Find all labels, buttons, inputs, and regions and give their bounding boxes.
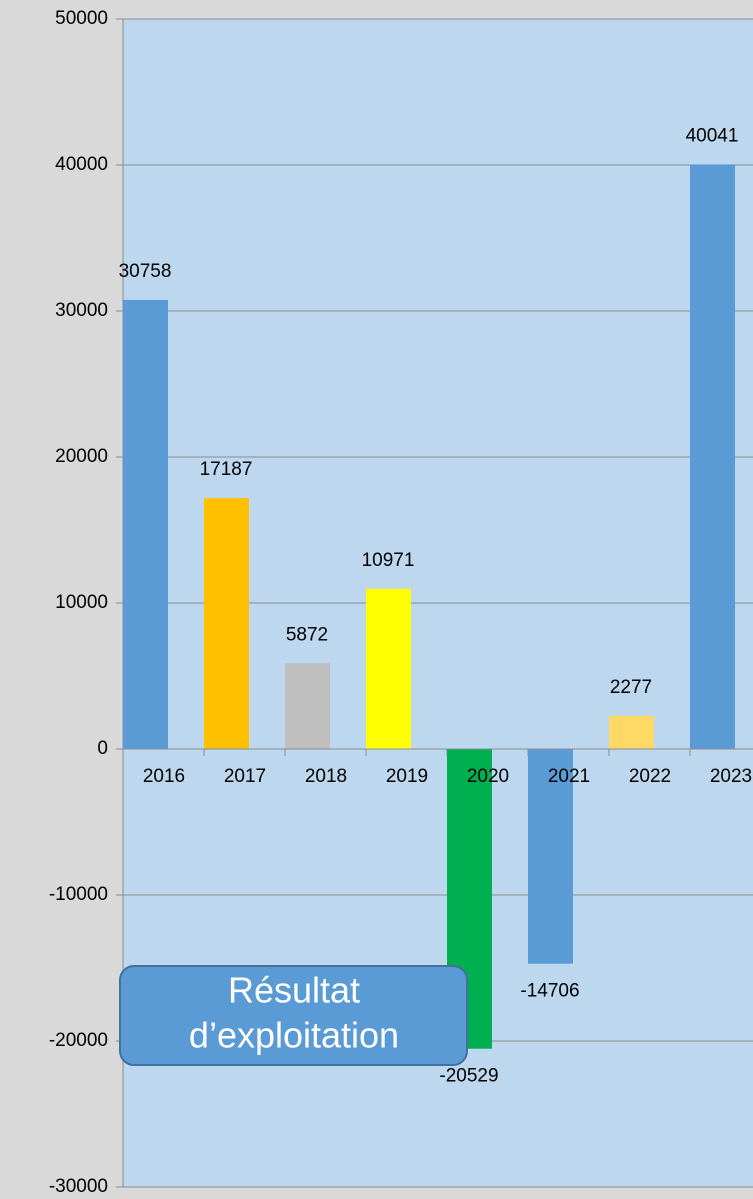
value-label: 2277 — [610, 677, 652, 698]
y-tick-label: 0 — [97, 738, 108, 759]
y-tick-label: 10000 — [55, 592, 108, 613]
x-tick-label: 2021 — [548, 766, 590, 787]
bar — [690, 164, 735, 750]
annotation-text: Résultat — [228, 970, 360, 1011]
value-label: 40041 — [686, 125, 739, 146]
y-tick-label: 50000 — [55, 8, 108, 29]
value-label: -14706 — [520, 981, 579, 1002]
bar — [609, 715, 654, 749]
x-tick-label: 2019 — [386, 766, 428, 787]
bar — [204, 498, 249, 749]
y-tick-label: 30000 — [55, 300, 108, 321]
y-tick-label: -10000 — [49, 884, 108, 905]
value-label: -20529 — [439, 1066, 498, 1087]
value-label: 10971 — [362, 550, 415, 571]
y-tick-label: -20000 — [49, 1030, 108, 1051]
bar — [123, 299, 168, 749]
annotation-text: d’exploitation — [189, 1015, 399, 1056]
annotation-box — [119, 965, 468, 1066]
x-tick-label: 2017 — [224, 766, 266, 787]
x-tick-label: 2023 — [710, 766, 752, 787]
x-tick-label: 2020 — [467, 766, 509, 787]
y-tick-label: 40000 — [55, 154, 108, 175]
value-label: 17187 — [200, 459, 253, 480]
value-label: 5872 — [286, 624, 328, 645]
value-label: 30758 — [119, 261, 172, 282]
bar — [528, 749, 573, 964]
x-tick-label: 2018 — [305, 766, 347, 787]
y-tick-label: 20000 — [55, 446, 108, 467]
y-tick-label: -30000 — [49, 1176, 108, 1197]
bar — [366, 588, 411, 749]
x-tick-label: 2016 — [143, 766, 185, 787]
bar — [285, 663, 330, 749]
x-tick-label: 2022 — [629, 766, 671, 787]
